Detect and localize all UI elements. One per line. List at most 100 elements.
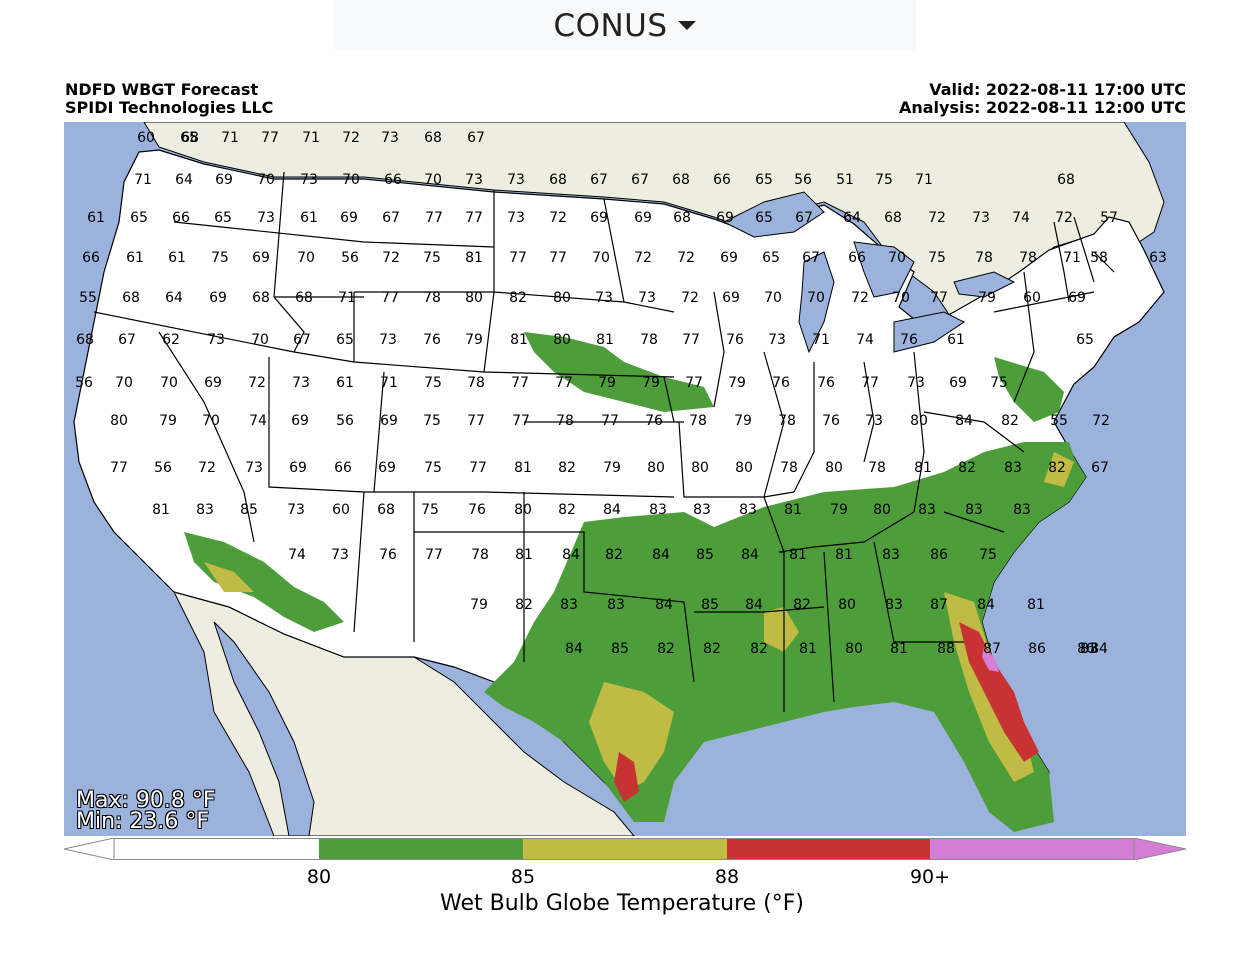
station-label: 69	[209, 290, 227, 306]
region-dropdown-label: CONUS	[553, 7, 668, 44]
station-label: 58	[1090, 250, 1108, 266]
station-label: 70	[888, 250, 906, 266]
station-label: 67	[293, 332, 311, 348]
station-label: 79	[470, 597, 488, 613]
station-label: 78	[556, 413, 574, 429]
station-label: 80	[110, 413, 128, 429]
station-label: 65	[336, 332, 354, 348]
station-label: 86	[1077, 641, 1095, 657]
station-label: 78	[467, 375, 485, 391]
colorbar-bin-below-80	[114, 838, 319, 860]
station-label: 81	[152, 502, 170, 518]
station-label: 69	[716, 210, 734, 226]
station-label: 83	[885, 597, 903, 613]
station-label: 68	[549, 172, 567, 188]
station-label: 73	[768, 332, 786, 348]
station-label: 73	[207, 332, 225, 348]
station-label: 73	[465, 172, 483, 188]
station-label: 81	[835, 547, 853, 563]
station-label: 79	[978, 290, 996, 306]
station-label: 70	[764, 290, 782, 306]
station-label: 66	[848, 250, 866, 266]
station-label: 80	[873, 502, 891, 518]
colorbar-low-arrow	[64, 838, 115, 860]
region-dropdown[interactable]: CONUS	[333, 0, 916, 51]
station-label: 69	[1068, 290, 1086, 306]
station-label: 57	[1100, 210, 1118, 226]
station-label: 70	[342, 172, 360, 188]
station-label: 77	[549, 250, 567, 266]
station-label: 72	[677, 250, 695, 266]
colorbar-title: Wet Bulb Globe Temperature (°F)	[439, 891, 804, 916]
station-label: 77	[110, 460, 128, 476]
station-label: 70	[807, 290, 825, 306]
station-label: 83	[965, 502, 983, 518]
station-label: 86	[930, 547, 948, 563]
wbgt-map: 68 60 65 71 77 71 72 73 68 67 71 64 69 70 73 70 66 70 73 73…	[64, 122, 1186, 836]
station-label: 78	[471, 547, 489, 563]
station-label: 78	[1019, 250, 1037, 266]
station-label: 68	[884, 210, 902, 226]
max-value: Max: 90.8 °F	[76, 788, 216, 813]
station-label: 80	[514, 502, 532, 518]
station-label: 65	[180, 130, 198, 146]
station-label: 78	[423, 290, 441, 306]
station-label: 72	[851, 290, 869, 306]
station-label: 76	[900, 332, 918, 348]
station-label: 76	[468, 502, 486, 518]
station-label: 71	[302, 130, 320, 146]
station-label: 74	[1012, 210, 1030, 226]
station-label: 71	[134, 172, 152, 188]
station-label: 66	[82, 250, 100, 266]
station-label: 56	[336, 413, 354, 429]
station-label: 61	[947, 332, 965, 348]
station-label: 87	[930, 597, 948, 613]
station-label: 55	[1050, 413, 1068, 429]
station-label: 77	[467, 413, 485, 429]
station-label: 67	[802, 250, 820, 266]
station-label: 81	[890, 641, 908, 657]
station-label: 64	[843, 210, 861, 226]
station-label: 82	[958, 460, 976, 476]
station-label: 78	[780, 460, 798, 476]
station-label: 79	[159, 413, 177, 429]
station-label: 78	[778, 413, 796, 429]
station-label: 84	[1090, 641, 1108, 657]
station-label: 68	[672, 172, 690, 188]
station-label: 73	[379, 332, 397, 348]
station-label: 71	[1063, 250, 1081, 266]
station-label: 67	[795, 210, 813, 226]
station-label: 80	[735, 460, 753, 476]
station-label: 72	[342, 130, 360, 146]
station-label: 79	[830, 502, 848, 518]
map-header-left: NDFD WBGT Forecast SPIDI Technologies LL…	[65, 81, 273, 117]
station-label: 80	[825, 460, 843, 476]
station-label: 69	[291, 413, 309, 429]
colorbar-bin-88-90	[727, 838, 930, 860]
station-label: 74	[856, 332, 874, 348]
station-label: 73	[257, 210, 275, 226]
station-label: 78	[689, 413, 707, 429]
station-label: 68	[181, 130, 199, 146]
station-label: 70	[160, 375, 178, 391]
station-label: 88	[937, 641, 955, 657]
station-label: 64	[165, 290, 183, 306]
station-label: 79	[598, 375, 616, 391]
station-label: 70	[257, 172, 275, 188]
station-label: 82	[793, 597, 811, 613]
station-label: 77	[381, 290, 399, 306]
station-label: 82	[558, 460, 576, 476]
station-label: 60	[1023, 290, 1041, 306]
station-label: 76	[772, 375, 790, 391]
station-label: 84	[562, 547, 580, 563]
station-label: 77	[861, 375, 879, 391]
station-label: 67	[1091, 460, 1109, 476]
station-label: 82	[703, 641, 721, 657]
station-label: 82	[750, 641, 768, 657]
station-label: 75	[423, 250, 441, 266]
colorbar-tick-80: 80	[306, 866, 332, 888]
station-label: 72	[549, 210, 567, 226]
station-label: 66	[713, 172, 731, 188]
station-label: 68	[295, 290, 313, 306]
station-label: 84	[977, 597, 995, 613]
